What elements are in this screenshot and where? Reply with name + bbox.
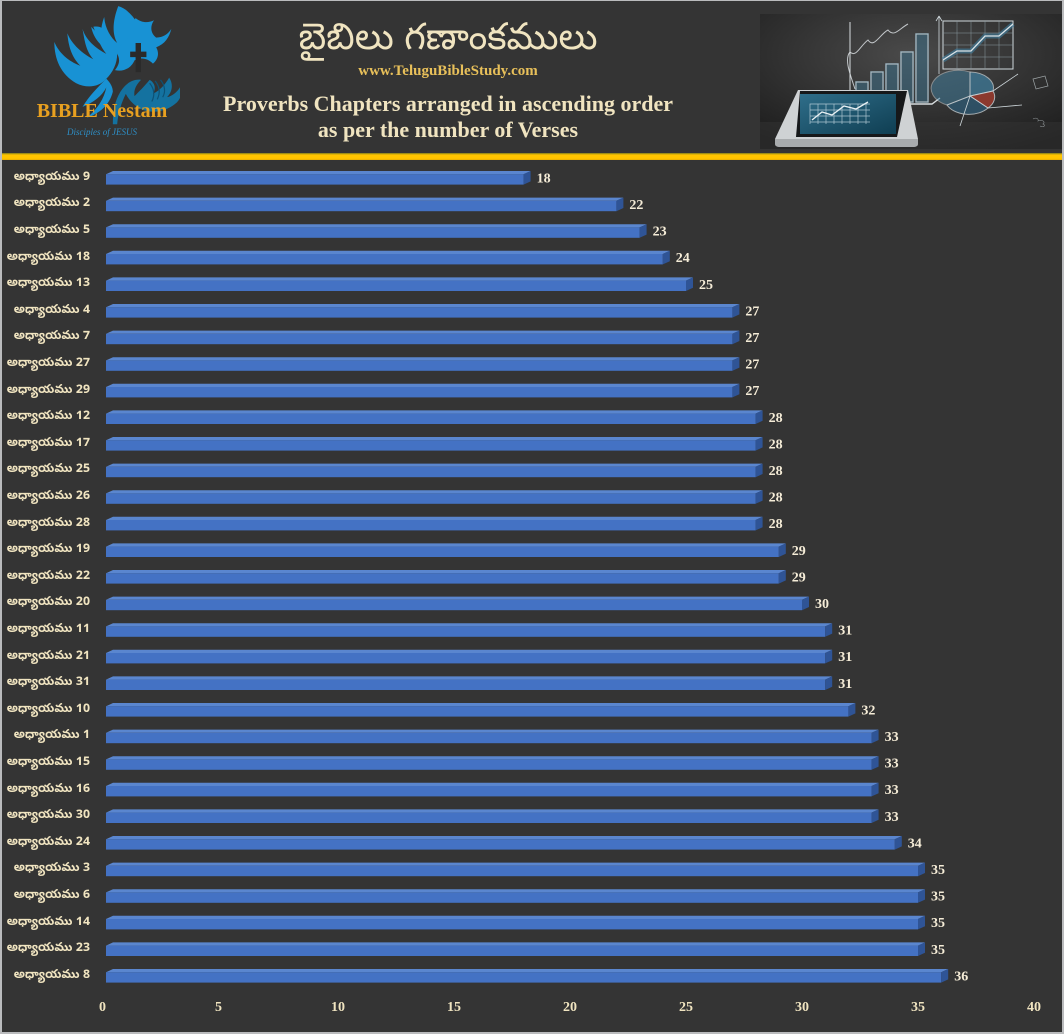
svg-text:33: 33 <box>885 810 899 825</box>
svg-text:35: 35 <box>931 863 945 878</box>
svg-text:25: 25 <box>699 278 713 293</box>
svg-text:35: 35 <box>931 890 945 905</box>
svg-text:33: 33 <box>885 783 899 798</box>
svg-text:31: 31 <box>838 677 852 692</box>
svg-text:28: 28 <box>769 464 783 479</box>
svg-text:22: 22 <box>629 198 643 213</box>
svg-text:33: 33 <box>885 730 899 745</box>
svg-text:36: 36 <box>954 969 968 984</box>
svg-text:28: 28 <box>769 411 783 426</box>
svg-text:34: 34 <box>908 836 922 851</box>
svg-text:24: 24 <box>676 251 690 266</box>
svg-text:23: 23 <box>653 225 667 240</box>
svg-text:27: 27 <box>745 304 759 319</box>
svg-text:31: 31 <box>838 650 852 665</box>
svg-text:18: 18 <box>537 171 551 186</box>
svg-text:32: 32 <box>861 703 875 718</box>
svg-text:29: 29 <box>792 570 806 585</box>
svg-text:28: 28 <box>769 437 783 452</box>
svg-text:30: 30 <box>815 597 829 612</box>
svg-text:27: 27 <box>745 384 759 399</box>
svg-text:31: 31 <box>838 624 852 639</box>
svg-text:35: 35 <box>931 943 945 958</box>
svg-text:28: 28 <box>769 517 783 532</box>
svg-text:35: 35 <box>931 916 945 931</box>
svg-text:27: 27 <box>745 358 759 373</box>
svg-text:33: 33 <box>885 757 899 772</box>
svg-text:29: 29 <box>792 544 806 559</box>
svg-text:27: 27 <box>745 331 759 346</box>
svg-text:28: 28 <box>769 491 783 506</box>
